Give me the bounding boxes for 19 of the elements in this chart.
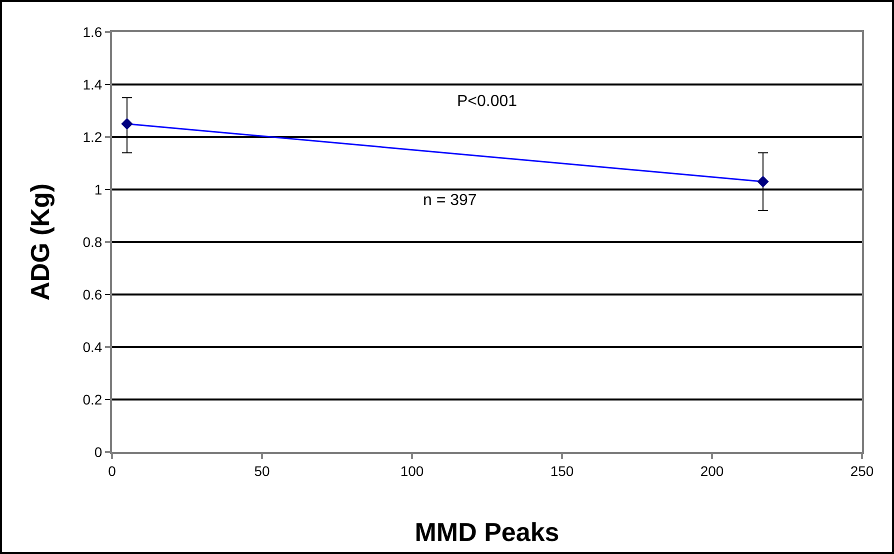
x-tick-label: 250 xyxy=(850,462,874,479)
x-tick-label: 150 xyxy=(550,462,574,479)
x-tick-label: 200 xyxy=(700,462,724,479)
y-tick-label: 0.8 xyxy=(82,234,102,250)
y-tick-label: 1.4 xyxy=(82,76,102,92)
y-tick-label: 0.2 xyxy=(82,391,102,408)
y-tick-label: 0.4 xyxy=(82,338,102,355)
annotation: n = 397 xyxy=(423,192,477,209)
y-tick-label: 1 xyxy=(94,181,102,198)
y-tick-label: 1.6 xyxy=(82,24,102,40)
x-tick-label: 0 xyxy=(108,462,116,479)
y-axis-title: ADG (Kg) xyxy=(25,184,55,300)
x-axis-title: MMD Peaks xyxy=(414,517,560,547)
y-tick-label: 1.2 xyxy=(82,128,102,145)
y-tick-label: 0.6 xyxy=(82,286,102,302)
y-tick-label: 0 xyxy=(94,444,102,460)
x-tick-label: 100 xyxy=(400,462,424,479)
x-tick-label: 50 xyxy=(254,462,270,479)
annotation: P<0.001 xyxy=(457,93,518,110)
